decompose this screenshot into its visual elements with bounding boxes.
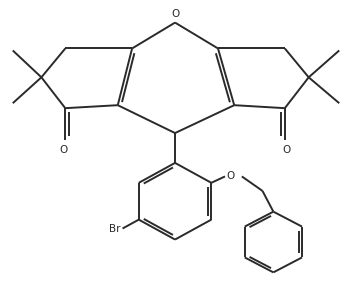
- Text: O: O: [59, 145, 68, 155]
- Text: O: O: [171, 9, 179, 19]
- Text: O: O: [282, 145, 291, 155]
- Text: Br: Br: [109, 224, 121, 234]
- Text: O: O: [226, 171, 235, 181]
